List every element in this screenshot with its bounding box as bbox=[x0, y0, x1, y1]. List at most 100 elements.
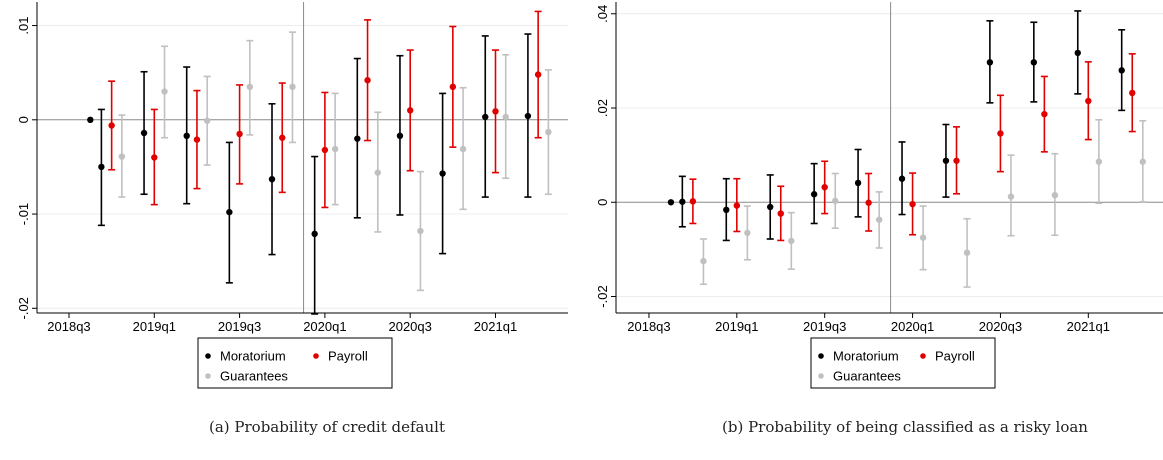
series-guarantees bbox=[699, 119, 1147, 288]
data-point bbox=[492, 108, 499, 115]
data-point bbox=[193, 136, 201, 143]
x-tick-label: 2021q1 bbox=[474, 319, 517, 334]
data-point bbox=[1129, 89, 1136, 97]
legend-marker-guarantees bbox=[205, 373, 211, 379]
data-point bbox=[534, 71, 542, 78]
data-point bbox=[909, 200, 916, 208]
data-point bbox=[1139, 158, 1146, 165]
data-point bbox=[953, 157, 960, 164]
data-point bbox=[679, 198, 686, 205]
x-tick-label: 2021q1 bbox=[1067, 319, 1110, 334]
series-guarantees bbox=[118, 31, 552, 292]
panel-b: -.02 0 .02 .04 2018q3 2019q1 2019q3 2020q1 2020q… bbox=[595, 2, 1163, 389]
legend-label-payroll: Payroll bbox=[328, 349, 368, 364]
data-point bbox=[396, 132, 404, 140]
data-point bbox=[1051, 191, 1059, 199]
data-point bbox=[268, 175, 276, 183]
data-point bbox=[832, 197, 839, 205]
legend: Moratorium Payroll Guarantees bbox=[197, 337, 393, 389]
data-point bbox=[1118, 67, 1125, 74]
data-point bbox=[364, 77, 371, 84]
data-point bbox=[502, 113, 509, 121]
data-point bbox=[108, 122, 115, 129]
legend-marker-guarantees bbox=[818, 373, 824, 379]
legend-marker-payroll bbox=[920, 353, 926, 359]
data-point bbox=[788, 237, 795, 245]
x-tick-label: 2018q3 bbox=[627, 319, 670, 334]
data-point bbox=[449, 83, 457, 91]
data-point bbox=[289, 83, 296, 91]
data-point bbox=[321, 146, 329, 154]
panel-a: -.02 -.01 0 .01 2018q3 2019q1 2019q3 2020q1 2020… bbox=[16, 2, 568, 389]
data-point bbox=[151, 154, 158, 161]
series-payroll bbox=[108, 10, 542, 209]
caption-b: (b) Probability of being classified as a… bbox=[722, 418, 1088, 436]
x-tick-label: 2018q3 bbox=[47, 319, 90, 334]
data-point bbox=[482, 113, 489, 121]
data-point bbox=[1074, 49, 1081, 57]
data-point bbox=[183, 132, 190, 140]
x-tick-label: 2019q1 bbox=[715, 319, 758, 334]
data-point bbox=[997, 130, 1004, 137]
data-point bbox=[161, 88, 168, 95]
x-tick-label: 2020q3 bbox=[388, 319, 431, 334]
legend-box bbox=[197, 337, 393, 389]
legend: Moratorium Payroll Guarantees bbox=[810, 337, 996, 389]
data-point bbox=[1095, 158, 1103, 165]
x-tick-label: 2019q1 bbox=[133, 319, 176, 334]
y-tick-label: 0 bbox=[16, 116, 31, 123]
y-tick-label: .04 bbox=[595, 5, 610, 23]
data-point bbox=[919, 234, 927, 241]
data-point bbox=[226, 208, 233, 216]
data-point bbox=[1085, 97, 1092, 105]
data-point bbox=[875, 216, 883, 223]
legend-label-payroll: Payroll bbox=[935, 349, 975, 364]
reference-point bbox=[667, 199, 675, 206]
x-tick-label: 2020q1 bbox=[303, 319, 346, 334]
data-point bbox=[374, 169, 381, 176]
data-point bbox=[986, 59, 994, 66]
data-point bbox=[898, 175, 906, 182]
data-point bbox=[733, 202, 741, 209]
data-point bbox=[236, 130, 243, 138]
caption-a: (a) Probability of credit default bbox=[209, 418, 445, 436]
legend-marker-payroll bbox=[313, 353, 319, 359]
data-point bbox=[865, 199, 872, 206]
data-point bbox=[1030, 59, 1038, 66]
data-point bbox=[689, 198, 697, 205]
data-point bbox=[545, 128, 552, 136]
y-tick-label: -.02 bbox=[16, 297, 31, 319]
x-tick-label: 2020q1 bbox=[891, 319, 934, 334]
data-point bbox=[459, 145, 467, 153]
y-tick-label: -.01 bbox=[16, 203, 31, 225]
series-moratorium bbox=[97, 33, 532, 315]
x-tick-label: 2019q3 bbox=[803, 319, 846, 334]
y-tick-label: .02 bbox=[595, 99, 610, 117]
data-point bbox=[700, 257, 707, 265]
data-point bbox=[354, 135, 361, 142]
legend-marker-moratorium bbox=[818, 353, 824, 359]
data-point bbox=[311, 230, 318, 238]
y-tick-label: 0 bbox=[595, 199, 610, 206]
data-point bbox=[942, 157, 950, 164]
legend-label-guarantees: Guarantees bbox=[220, 369, 288, 384]
data-point bbox=[723, 206, 730, 214]
data-point bbox=[331, 145, 339, 153]
series-moratorium bbox=[678, 10, 1126, 242]
data-point bbox=[810, 191, 818, 198]
legend-label-guarantees: Guarantees bbox=[833, 369, 901, 384]
legend-label-moratorium: Moratorium bbox=[220, 349, 286, 364]
y-tick-label: -.02 bbox=[595, 285, 610, 307]
series-payroll bbox=[689, 53, 1136, 242]
x-tick-label: 2019q3 bbox=[218, 319, 261, 334]
data-point bbox=[98, 163, 105, 171]
data-point bbox=[963, 249, 971, 256]
data-point bbox=[1041, 110, 1048, 118]
data-point bbox=[406, 107, 414, 114]
data-point bbox=[744, 229, 751, 237]
data-point bbox=[854, 179, 862, 187]
data-point bbox=[203, 117, 211, 124]
reference-point bbox=[87, 116, 94, 124]
data-point bbox=[118, 153, 126, 160]
